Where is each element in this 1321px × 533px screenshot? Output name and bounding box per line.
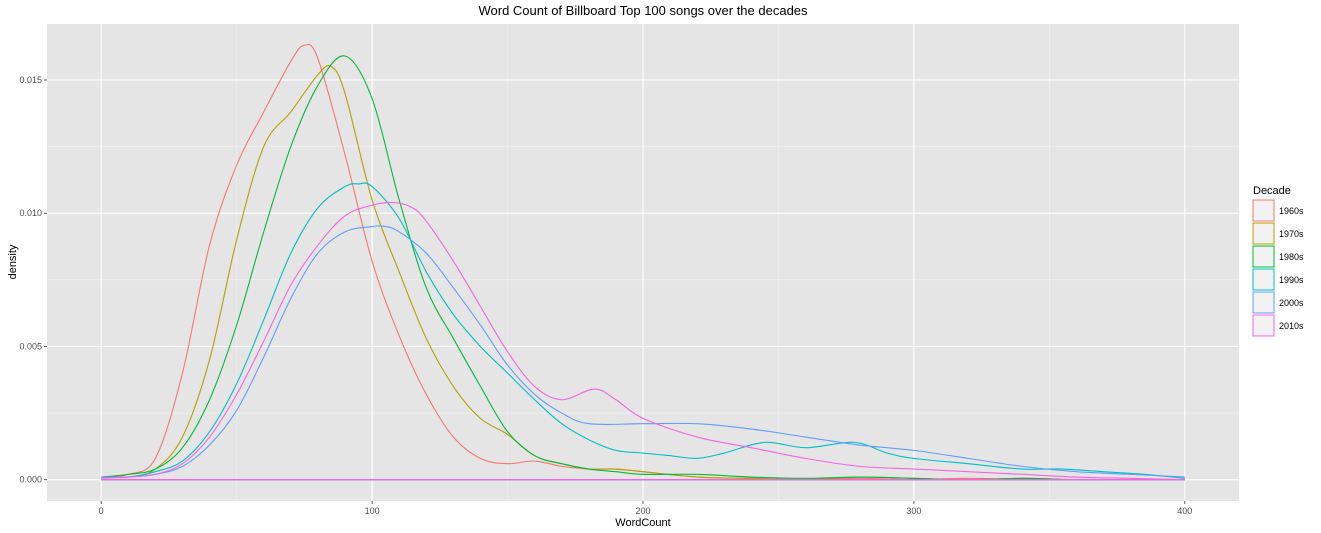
- legend-label-2010s: 2010s: [1279, 321, 1304, 331]
- series-line-2000s: [101, 225, 1185, 478]
- series-line-1990s: [101, 182, 1185, 479]
- chart-title: Word Count of Billboard Top 100 songs ov…: [478, 3, 808, 18]
- legend-key-2000s: [1252, 291, 1275, 314]
- legend: Decade 1960s 1970s 1980s 1990s 2000s 2010s: [1252, 185, 1304, 337]
- legend-key-1960s: [1252, 199, 1275, 222]
- legend-key-1980s: [1252, 245, 1275, 268]
- x-tick-label: 100: [365, 506, 380, 516]
- legend-label-1960s: 1960s: [1279, 206, 1304, 216]
- legend-label-1970s: 1970s: [1279, 229, 1304, 239]
- x-axis-label: WordCount: [615, 517, 670, 529]
- x-tick-label: 0: [99, 506, 104, 516]
- legend-title: Decade: [1253, 185, 1291, 197]
- legend-label-1990s: 1990s: [1279, 275, 1304, 285]
- y-axis-ticks: 0.000 0.005 0.010 0.015: [19, 75, 47, 485]
- y-tick-label: 0.010: [19, 208, 42, 218]
- series-line-1980s: [101, 55, 1185, 481]
- y-axis-label: density: [7, 244, 19, 279]
- legend-key-1970s: [1252, 222, 1275, 245]
- x-tick-label: 200: [635, 506, 650, 516]
- legend-label-2000s: 2000s: [1279, 298, 1304, 308]
- x-tick-label: 300: [906, 506, 921, 516]
- legend-label-1980s: 1980s: [1279, 252, 1304, 262]
- y-tick-label: 0.005: [19, 341, 42, 351]
- legend-key-2010s: [1252, 314, 1275, 337]
- x-axis-ticks: 0 100 200 300 400: [99, 501, 1192, 516]
- y-tick-label: 0.015: [19, 75, 42, 85]
- y-tick-label: 0.000: [19, 475, 42, 485]
- legend-key-1990s: [1252, 268, 1275, 291]
- series-line-2010s: [101, 201, 1185, 481]
- x-tick-label: 400: [1177, 506, 1192, 516]
